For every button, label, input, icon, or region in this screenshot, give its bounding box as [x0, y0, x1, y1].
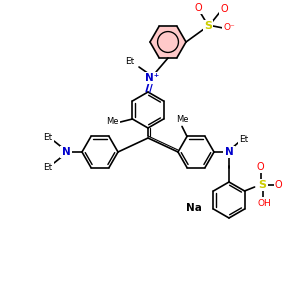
Text: O: O [194, 3, 202, 13]
Text: O: O [257, 162, 264, 172]
Text: N: N [61, 147, 70, 157]
Text: Me: Me [176, 115, 188, 124]
Text: Me: Me [106, 118, 119, 127]
Text: O: O [275, 180, 282, 190]
Text: Et: Et [239, 134, 249, 143]
Text: O: O [220, 4, 228, 14]
Text: OH: OH [258, 199, 272, 208]
Text: Na: Na [186, 203, 202, 213]
Text: Et: Et [125, 58, 135, 67]
Text: N⁺: N⁺ [145, 73, 159, 83]
Text: S: S [259, 180, 267, 190]
Text: Et: Et [44, 163, 52, 172]
Polygon shape [150, 26, 186, 58]
Text: O⁻: O⁻ [223, 23, 235, 32]
Text: N: N [225, 147, 233, 157]
Text: S: S [204, 21, 212, 31]
Text: Et: Et [44, 133, 52, 142]
